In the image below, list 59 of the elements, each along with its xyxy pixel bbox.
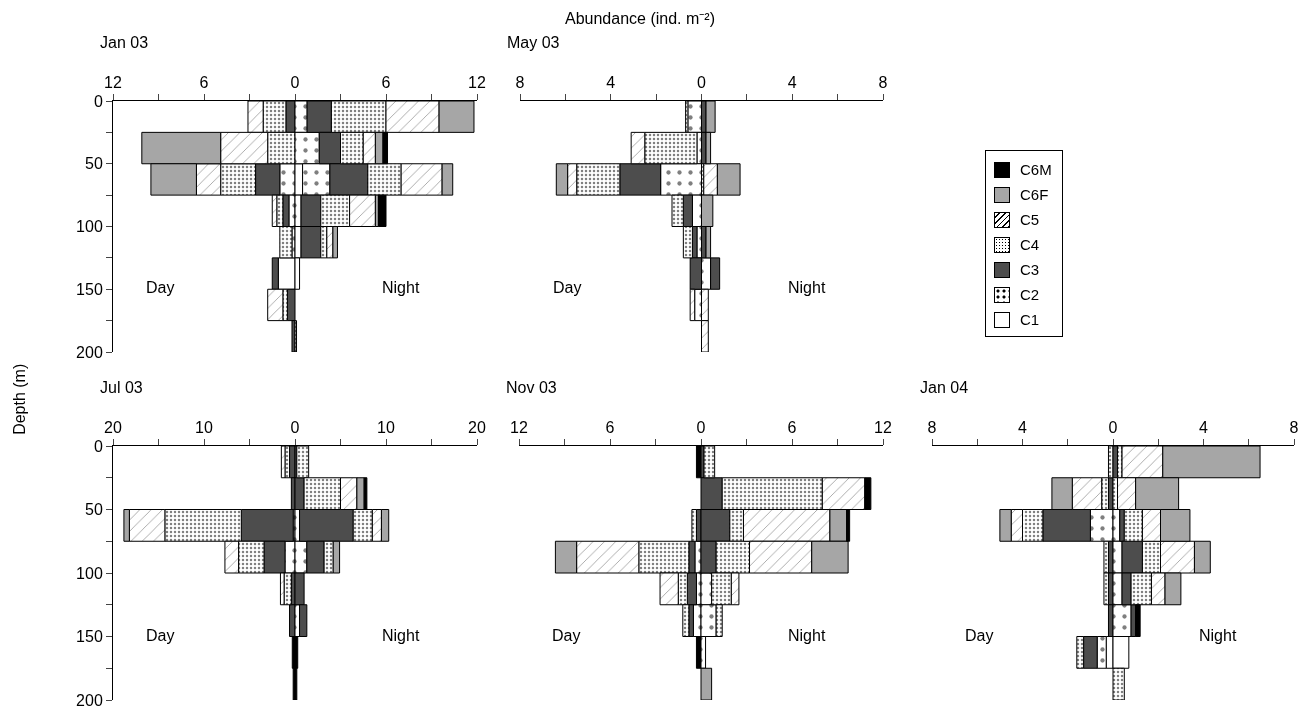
annotation: Day [552,627,581,644]
x-tick-label: 0 [696,418,706,436]
x-tick-label: 0 [1108,418,1118,436]
annotation: Day [553,279,582,296]
chart-title: Jan 03 [100,34,149,51]
annotation: Night [788,627,826,644]
y-tick-label: 150 [76,280,103,298]
legend-label: C6M [1020,161,1052,178]
chart-title: Jan 04 [920,379,969,396]
legend-label: C4 [1020,236,1040,253]
y-tick-label: 200 [76,343,103,361]
y-tick-label: 0 [93,92,103,110]
x-tick-label: 0 [290,73,300,91]
x-tick-label: 4 [1199,418,1209,436]
annotation: Day [146,627,175,644]
chart-title: May 03 [507,34,560,51]
x-tick-label: 8 [927,418,937,436]
legend-label: C6F [1020,186,1049,203]
x-tick-label: 12 [468,73,486,91]
legend-label: C3 [1020,261,1040,278]
annotation: Night [382,279,420,296]
annotation: Night [1199,627,1237,644]
annotation: Night [382,627,420,644]
x-tick-label: 4 [606,73,616,91]
y-tick-label: 50 [85,501,103,519]
x-tick-label: 0 [290,418,300,436]
legend-label: C1 [1020,311,1040,328]
legend-label: C2 [1020,286,1040,303]
annotation: Day [965,627,994,644]
x-tick-label: 12 [510,418,528,436]
x-tick-label: 12 [874,418,892,436]
annotation: Night [788,279,826,296]
y-tick-label: 100 [76,564,103,582]
x-tick-label: 10 [195,418,213,436]
y-tick-label: 200 [76,691,103,709]
x-tick-label: 4 [1018,418,1028,436]
y-tick-label: 100 [76,218,103,236]
chart-title: Jul 03 [100,379,143,396]
x-tick-label: 6 [381,73,391,91]
x-tick-label: 8 [1289,418,1299,436]
x-tick-label: 12 [104,73,122,91]
y-axis-title: Depth (m) [11,363,29,435]
x-tick-label: 0 [697,73,707,91]
x-tick-label: 6 [787,418,797,436]
chart-title: Nov 03 [506,379,557,396]
x-tick-label: 20 [104,418,122,436]
legend-label: C5 [1020,211,1040,228]
y-tick-label: 0 [93,437,103,455]
x-tick-label: 10 [377,418,395,436]
y-tick-label: 50 [85,155,103,173]
x-axis-title: Abundance (ind. m⁻²) [565,10,715,27]
x-tick-label: 4 [787,73,797,91]
x-tick-label: 20 [468,418,486,436]
y-tick-label: 150 [76,628,103,646]
x-tick-label: 8 [878,73,888,91]
x-tick-label: 8 [515,73,525,91]
x-tick-label: 6 [199,73,209,91]
x-tick-label: 6 [605,418,615,436]
annotation: Day [146,279,175,296]
